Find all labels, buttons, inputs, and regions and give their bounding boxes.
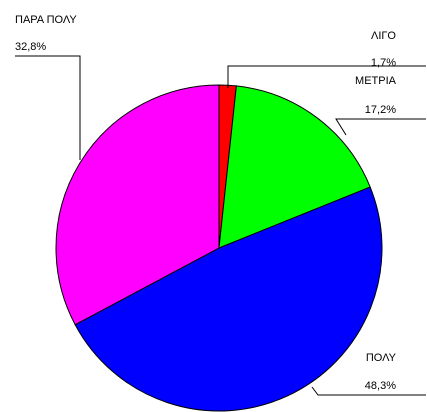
slice-value-label: 48,3%	[365, 380, 396, 392]
pie-slice	[74, 186, 383, 412]
slice-label: ΠΑΡΑ ΠΟΛΥ	[15, 14, 77, 26]
slice-value-label: 17,2%	[365, 104, 396, 116]
slice-label: ΛΙΓΟ	[371, 30, 396, 42]
slice-label: ΜΕΤΡΙΑ	[355, 75, 397, 87]
slice-value-label: 1,7%	[371, 57, 396, 69]
pie-slice	[218, 85, 371, 249]
leader-line	[227, 65, 426, 88]
leader-line	[15, 55, 81, 160]
pie-slice	[55, 84, 220, 326]
slice-value-label: 32,8%	[15, 41, 46, 53]
slice-label: ΠΟΛΥ	[366, 352, 397, 364]
leader-line	[335, 118, 426, 136]
leader-line	[311, 386, 426, 396]
